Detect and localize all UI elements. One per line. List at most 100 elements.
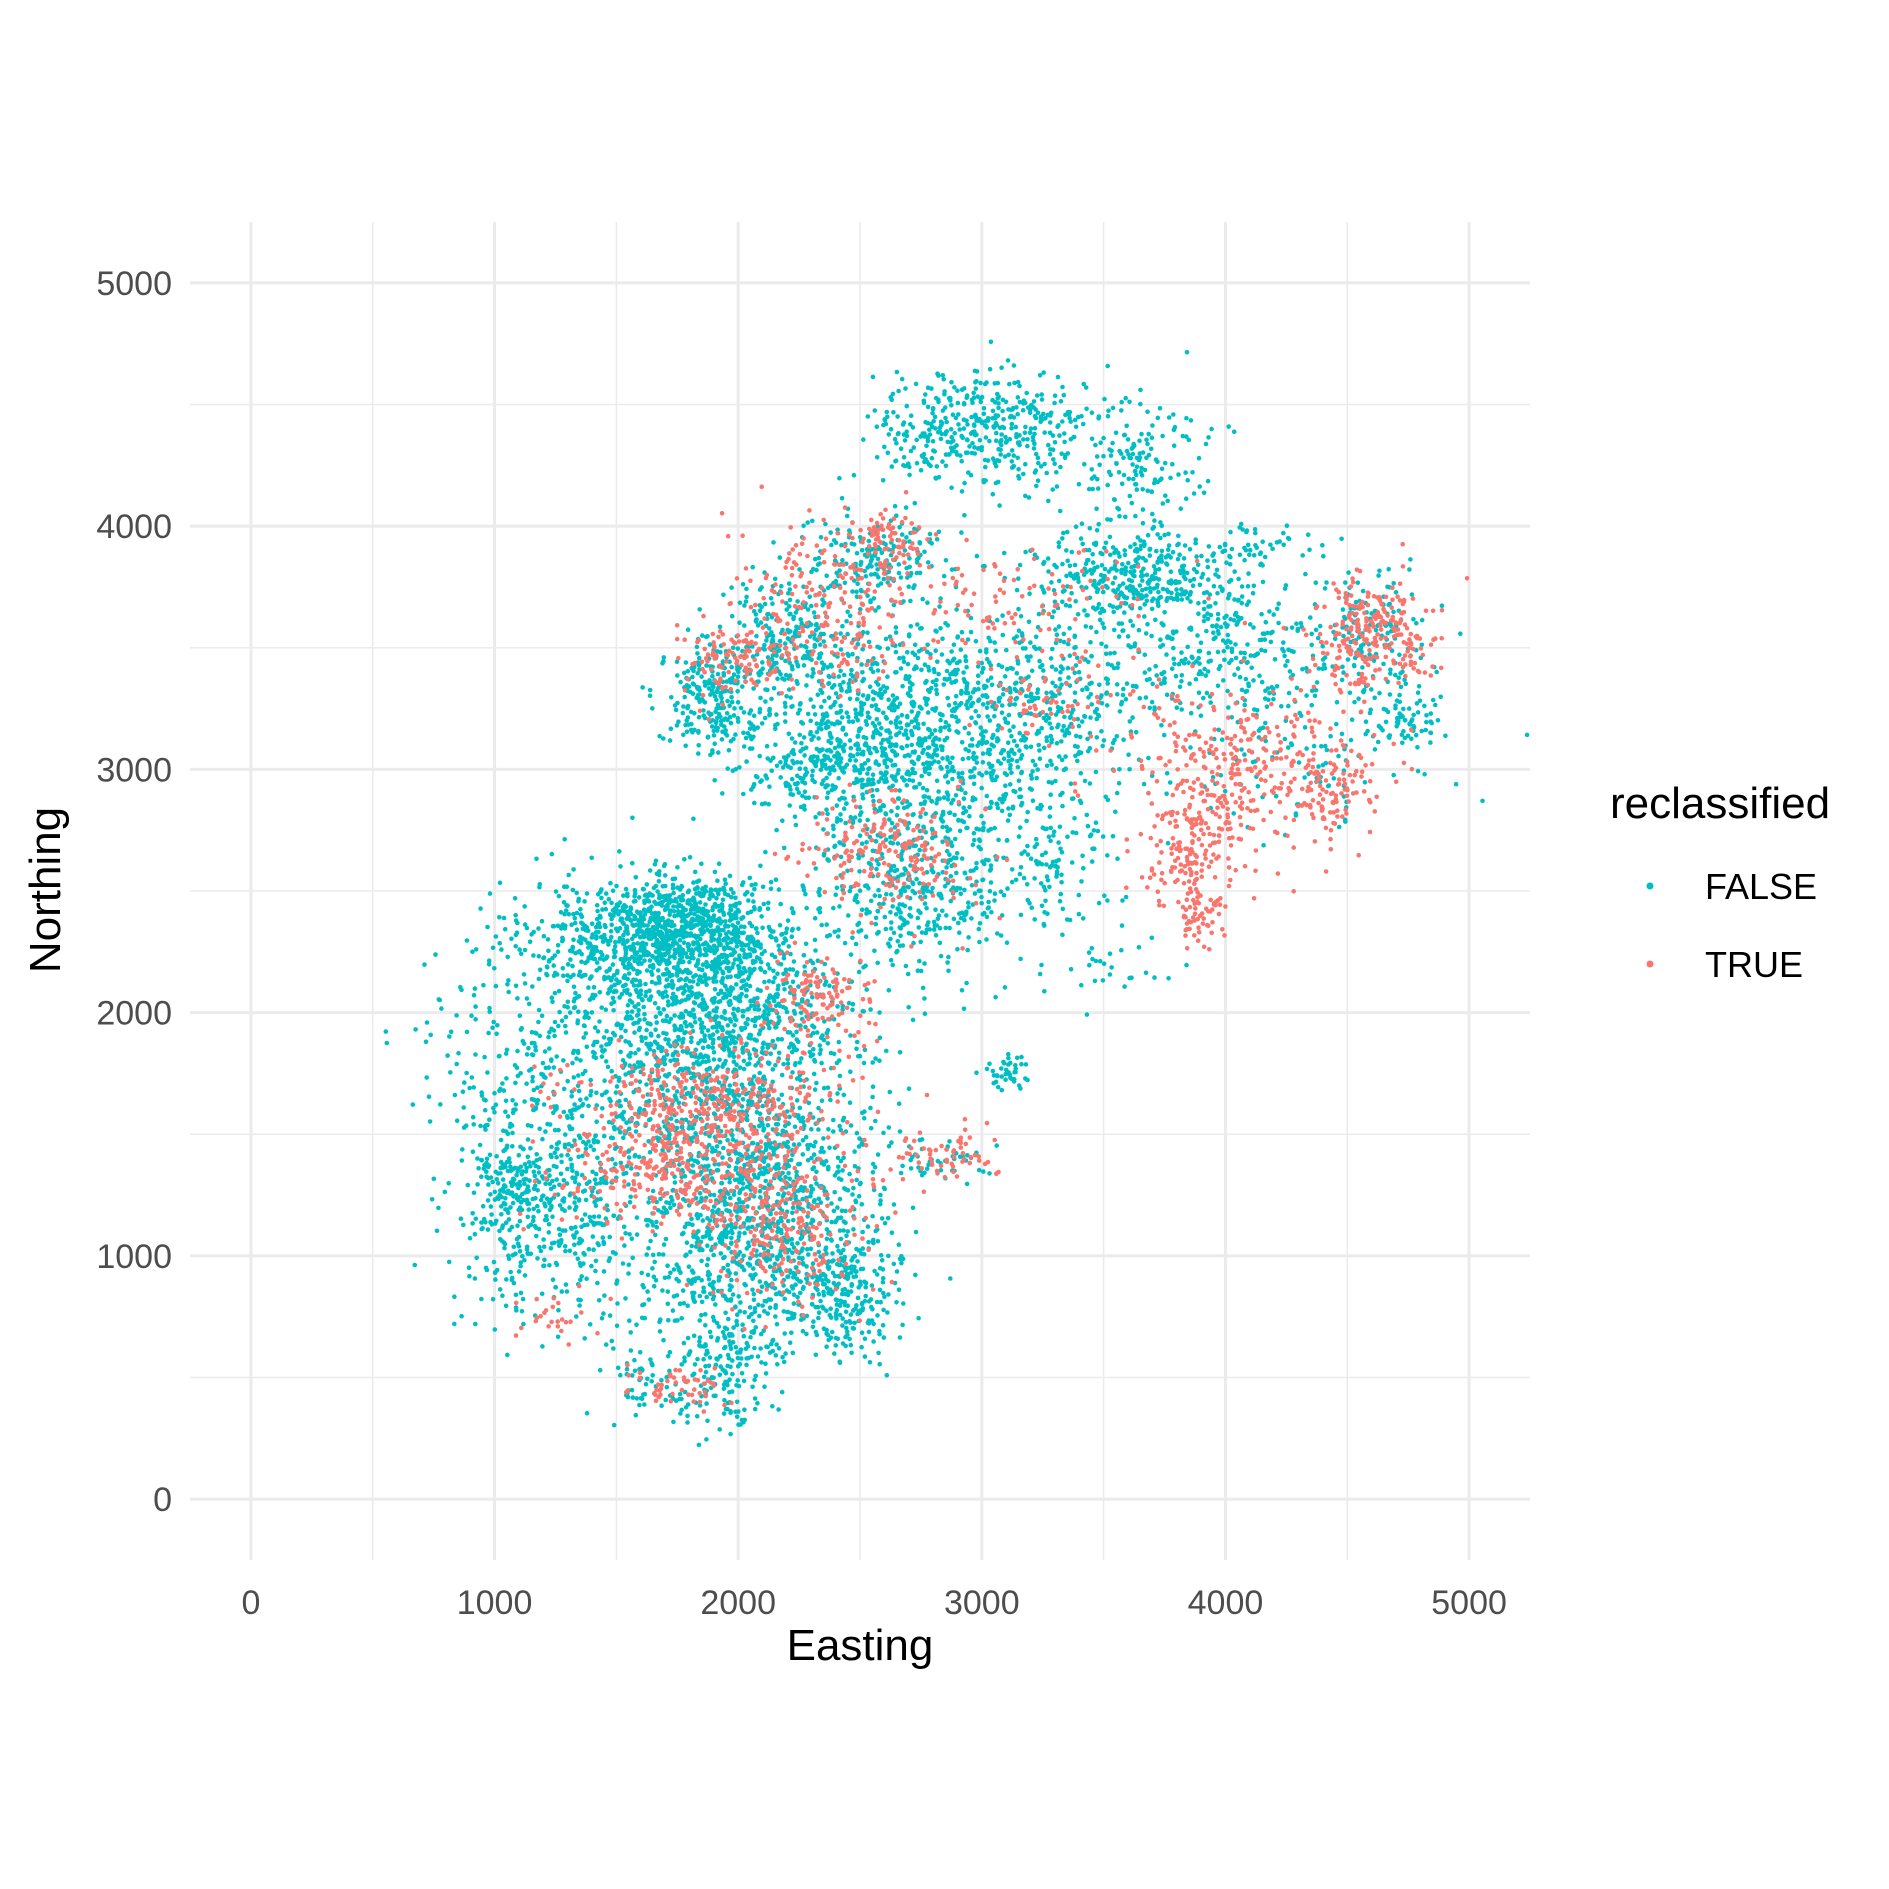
data-point	[641, 1392, 646, 1397]
data-point	[704, 1437, 709, 1442]
data-point	[454, 1061, 460, 1067]
data-point	[790, 1070, 795, 1075]
data-point	[619, 1023, 625, 1028]
data-point	[690, 1290, 695, 1296]
data-point	[479, 1296, 484, 1302]
data-point	[763, 1178, 768, 1184]
data-point	[776, 887, 782, 892]
data-point	[735, 1378, 740, 1383]
data-point	[760, 1045, 765, 1051]
data-point	[609, 900, 614, 906]
data-point	[856, 969, 862, 975]
data-point	[535, 1085, 540, 1090]
data-point	[493, 934, 499, 939]
data-point	[612, 1126, 617, 1132]
data-point	[626, 1155, 632, 1160]
data-point	[546, 1222, 552, 1227]
data-point	[834, 1170, 840, 1175]
data-point	[695, 886, 700, 891]
data-point	[644, 1082, 649, 1087]
data-point	[770, 1079, 775, 1085]
data-point	[561, 1178, 567, 1183]
data-point	[724, 1208, 729, 1213]
data-point	[851, 1308, 856, 1313]
data-point	[600, 1235, 606, 1240]
data-point	[845, 1229, 851, 1234]
data-point	[855, 1259, 860, 1264]
data-point	[808, 1003, 813, 1008]
data-point	[593, 1258, 599, 1264]
data-point	[697, 1335, 703, 1340]
data-point	[726, 936, 731, 941]
data-point	[680, 905, 686, 911]
data-point	[804, 1313, 810, 1319]
data-point	[607, 1313, 613, 1318]
data-point	[657, 1319, 662, 1325]
data-point	[819, 922, 824, 928]
data-point	[766, 1012, 771, 1017]
data-point	[666, 1274, 671, 1280]
data-point	[776, 1191, 781, 1197]
data-point	[810, 994, 815, 1000]
data-point	[713, 1393, 718, 1399]
data-point	[697, 948, 702, 954]
data-point	[734, 1322, 740, 1328]
data-point	[490, 1296, 496, 1302]
data-point	[707, 922, 712, 927]
data-point	[590, 1049, 596, 1055]
data-point	[537, 884, 542, 890]
data-point	[636, 895, 642, 900]
data-point	[839, 495, 845, 501]
data-point	[668, 1058, 673, 1064]
data-point	[860, 1008, 866, 1014]
data-point	[503, 1098, 509, 1104]
data-point	[780, 931, 785, 937]
data-point	[877, 1010, 882, 1015]
data-point	[529, 1123, 534, 1129]
data-point	[749, 892, 755, 897]
data-point	[789, 934, 795, 939]
data-point	[710, 1314, 716, 1320]
data-point	[531, 1206, 536, 1212]
data-point	[747, 1032, 752, 1038]
data-point	[471, 1085, 477, 1090]
data-point	[505, 1131, 511, 1137]
data-point	[645, 1289, 650, 1294]
data-point	[637, 979, 643, 984]
data-point	[654, 1020, 659, 1025]
data-point	[506, 1217, 512, 1222]
data-point	[516, 1269, 522, 1274]
data-point	[644, 882, 650, 887]
data-point	[522, 1176, 528, 1182]
data-point	[517, 1179, 522, 1185]
data-point	[757, 1188, 763, 1194]
data-point	[758, 863, 763, 869]
data-point	[645, 923, 650, 928]
data-point	[563, 908, 569, 913]
data-point	[840, 1341, 846, 1346]
data-point	[677, 932, 682, 938]
data-point	[694, 1211, 700, 1217]
data-point	[520, 1253, 525, 1259]
data-point	[752, 1305, 758, 1311]
data-point	[563, 1248, 568, 1254]
data-point	[669, 979, 675, 984]
data-point	[864, 987, 869, 992]
data-point	[583, 1197, 589, 1203]
data-point	[882, 914, 888, 920]
data-point	[656, 1005, 661, 1011]
data-point	[589, 1189, 595, 1194]
data-point	[751, 899, 756, 904]
data-point	[618, 1034, 624, 1040]
data-point	[500, 1293, 505, 1298]
data-point	[782, 1123, 788, 1129]
data-point	[743, 1346, 749, 1352]
data-point	[877, 1265, 883, 1271]
data-point	[517, 1218, 523, 1224]
data-point	[724, 993, 730, 998]
data-point	[482, 1054, 487, 1060]
data-point	[848, 1069, 853, 1074]
data-point	[521, 1321, 526, 1327]
data-point	[614, 1278, 620, 1283]
data-point	[641, 923, 647, 928]
